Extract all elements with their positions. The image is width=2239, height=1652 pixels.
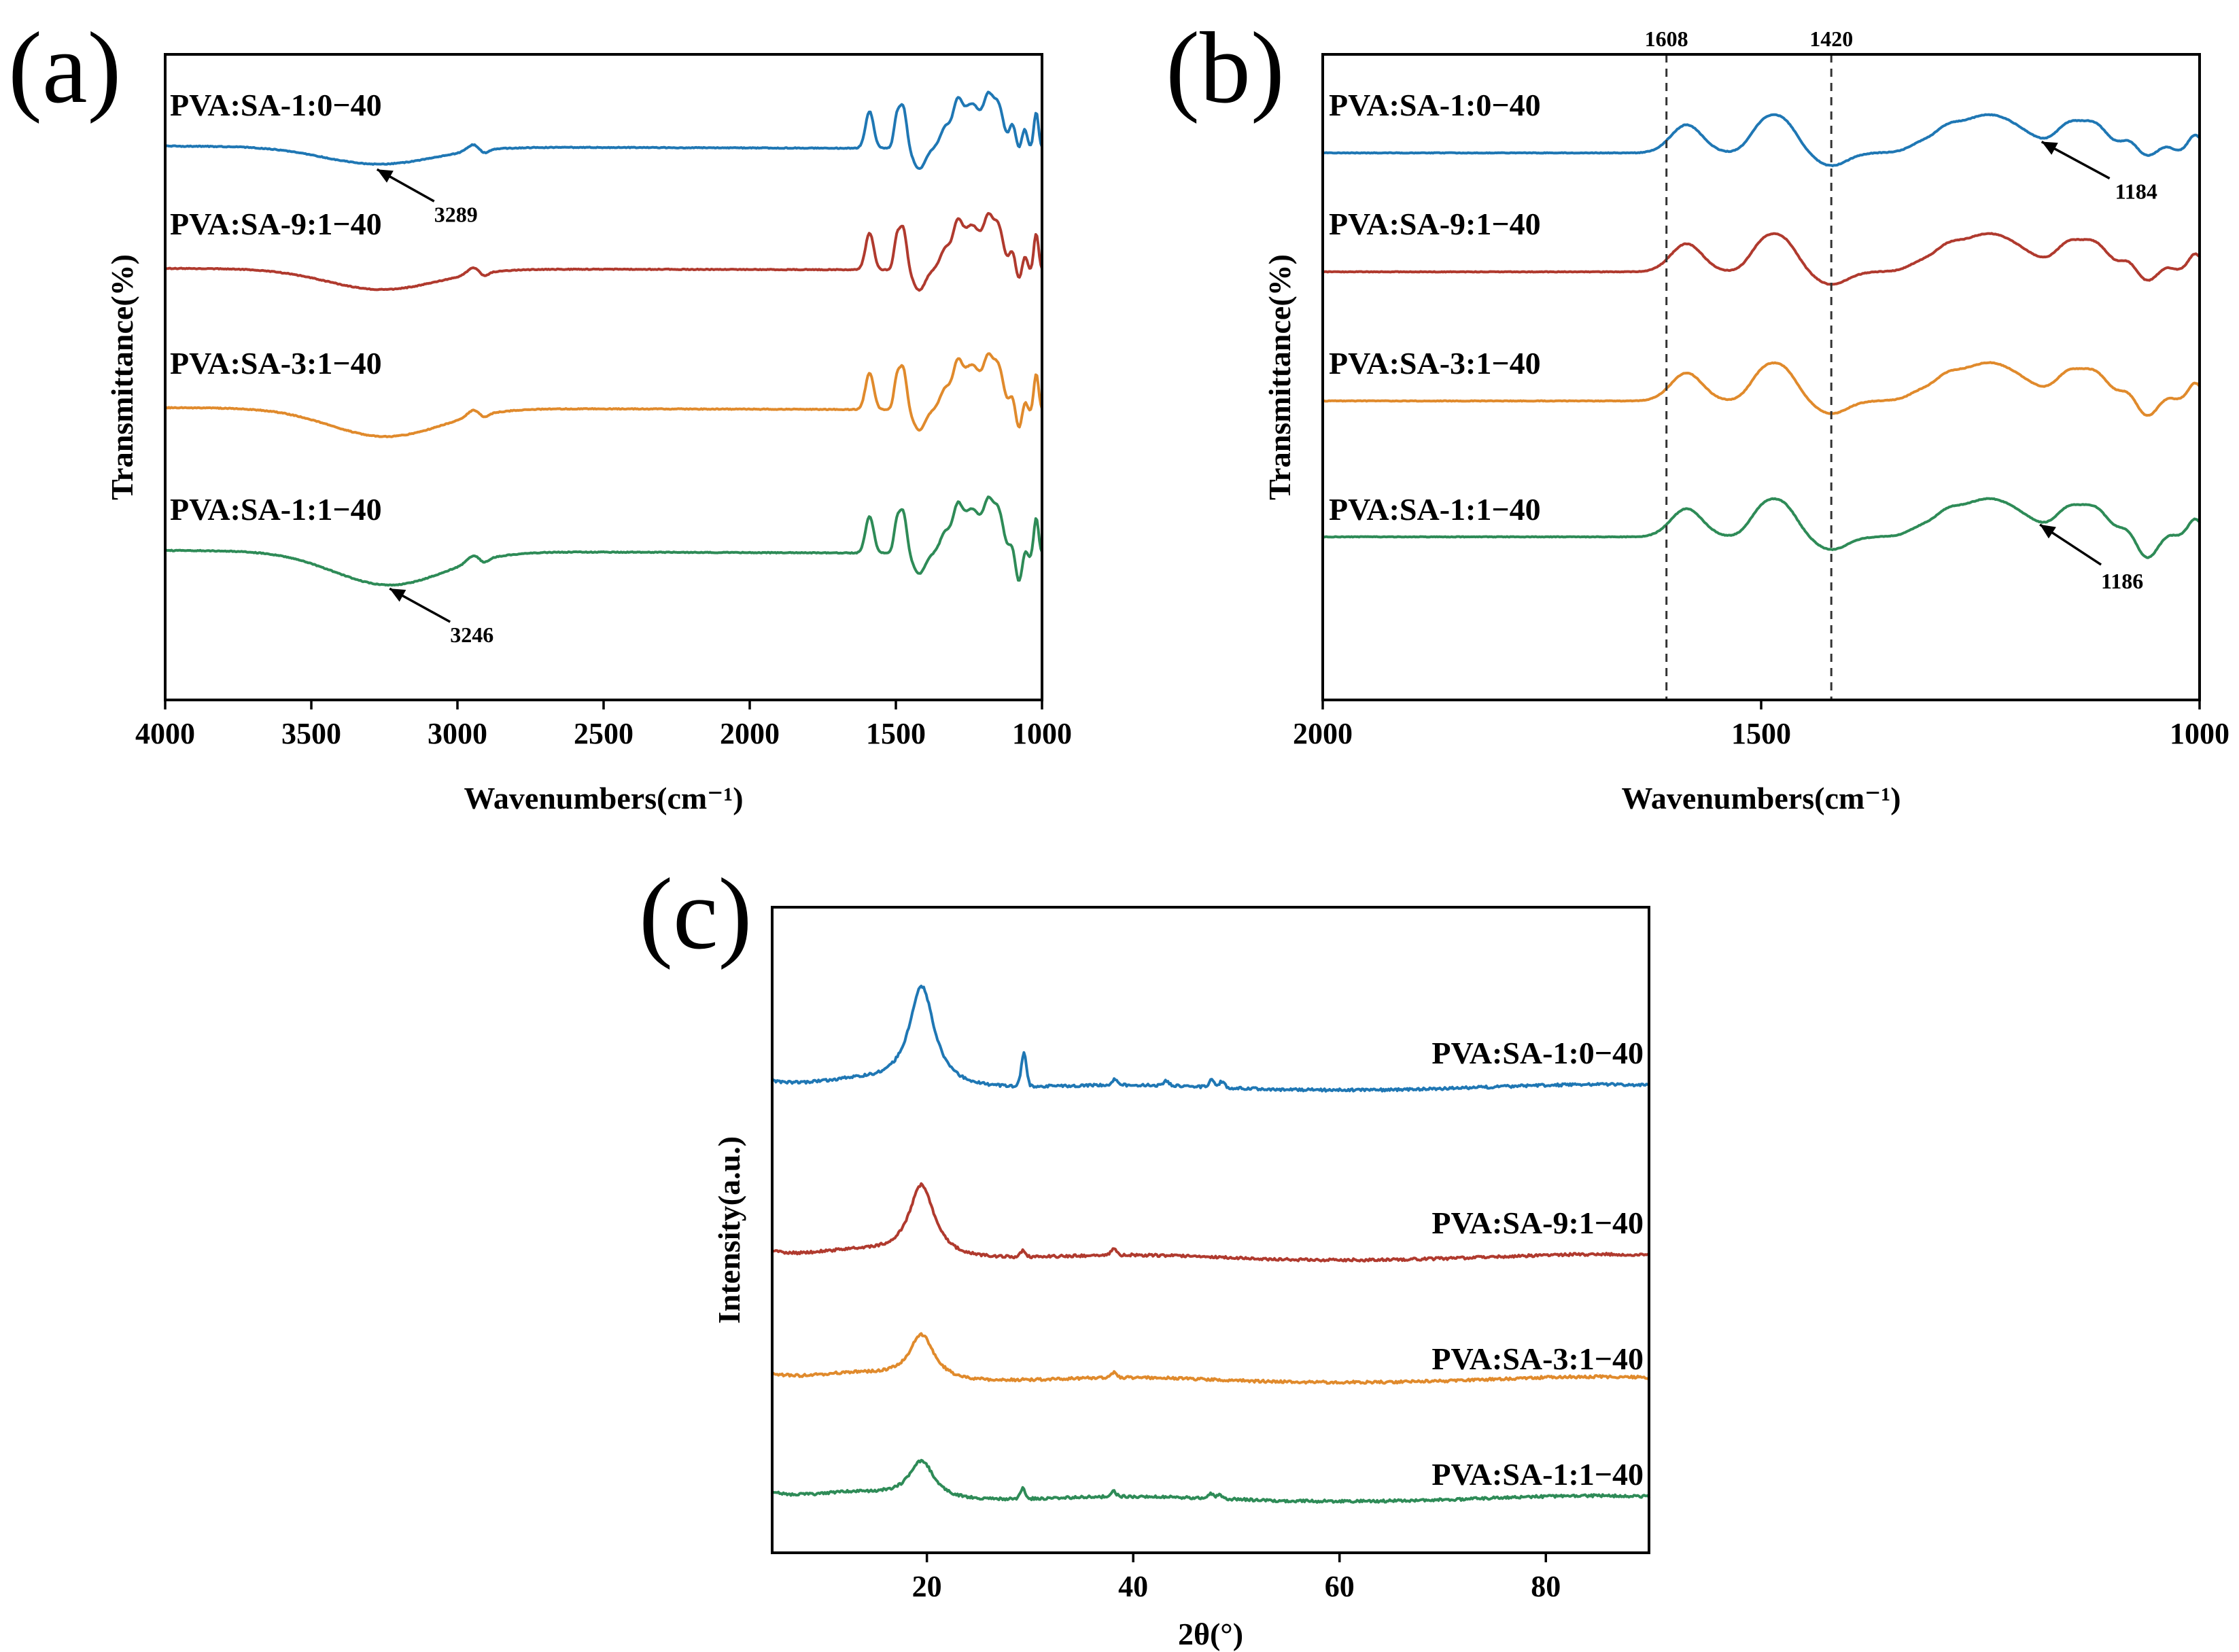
panel-c-series-line-pva-sa-1-1-40	[771, 1458, 1650, 1504]
panel-c-series-label-pva-sa-3-1-40: PVA:SA-3:1−40	[1431, 1341, 1644, 1376]
panel-c-x-tick-label: 80	[1531, 1570, 1561, 1603]
panel-b-x-tick-label: 1000	[2170, 717, 2229, 750]
panel-b-series-labels: PVA:SA-1:0−40 PVA:SA-9:1−40 PVA:SA-3:1−40 P…	[1329, 88, 1541, 527]
panel-a-annotation-arrowhead	[389, 588, 406, 602]
panel-a-x-tick-label: 1500	[866, 717, 926, 750]
panel-c-plot-frame	[771, 906, 1650, 1554]
panel-b-series-line-pva-sa-9-1-40	[1321, 232, 2201, 286]
panel-a-x-axis-title: Wavenumbers(cm⁻¹)	[464, 781, 743, 815]
panel-a-annotation-label: 3246	[450, 622, 493, 647]
panel-b-series-line-pva-sa-1-1-40	[1321, 497, 2201, 559]
panel-a-annotation-label: 3289	[434, 202, 478, 226]
panel-b-x-tick-label: 2000	[1293, 717, 1353, 750]
panel-c-x-axis-title: 2θ(°)	[1178, 1617, 1243, 1651]
panel-b-series-group	[1321, 113, 2201, 559]
panel-a-series-label-pva-sa-3-1-40: PVA:SA-3:1−40	[170, 346, 382, 381]
panel-a-chart: (a) PVA:SA-1:0−40 PVA:SA-9:1−40 PVA:SA-3:1…	[8, 12, 1072, 815]
panel-a-x-ticks: 4000 3500 3000 2500 2000 1500 1000	[135, 700, 1072, 750]
panel-b-annotation-label: 1186	[2101, 569, 2143, 593]
panel-a-x-tick-label: 3000	[428, 717, 487, 750]
panel-b-x-tick-label: 1500	[1731, 717, 1791, 750]
panel-b-reference-label: 1420	[1809, 27, 1853, 51]
panel-b-x-axis-title: Wavenumbers(cm⁻¹)	[1621, 781, 1900, 815]
panel-a-x-tick-label: 1000	[1012, 717, 1072, 750]
panel-c-x-tick-label: 40	[1118, 1570, 1148, 1603]
panel-a-series-label-pva-sa-9-1-40: PVA:SA-9:1−40	[170, 207, 382, 241]
panel-c-series-labels: PVA:SA-1:0−40 PVA:SA-9:1−40 PVA:SA-3:1−40 P…	[1431, 1036, 1644, 1492]
panel-a-x-tick-label: 4000	[135, 717, 195, 750]
panel-b-chart: (b) 1608 1420 PVA:SA-1:0−40PVA:SA-9:1−40P…	[1166, 12, 2229, 815]
panel-b-annotation-label: 1184	[2115, 179, 2157, 204]
panel-c-chart: (c) PVA:SA-1:0−40 PVA:SA-9:1−40 PVA:SA-3:1…	[639, 858, 1650, 1651]
panel-b-series-label-pva-sa-9-1-40: PVA:SA-9:1−40	[1329, 207, 1541, 241]
panel-a-series-line-pva-sa-9-1-40	[164, 212, 1043, 292]
panel-b-annotation-arrowhead	[2041, 141, 2058, 155]
panel-c-series-label-pva-sa-9-1-40: PVA:SA-9:1−40	[1431, 1206, 1644, 1240]
panel-c-series-group	[771, 985, 1650, 1504]
panel-c-series-line-pva-sa-9-1-40	[771, 1182, 1650, 1263]
panel-b-reference-label: 1608	[1645, 27, 1688, 51]
panel-b-reference-lines: 1608 1420	[1645, 27, 1853, 700]
panel-a-x-tick-label: 2000	[720, 717, 780, 750]
panel-a-series-line-pva-sa-1-1-40	[164, 495, 1043, 587]
panel-c-x-tick-label: 60	[1325, 1570, 1355, 1603]
panel-c-x-ticks: 20 40 60 80	[912, 1553, 1561, 1603]
panel-b-series-label-pva-sa-1-0-40: PVA:SA-1:0−40	[1329, 88, 1541, 122]
panel-c-y-axis-title: Intensity(a.u.)	[712, 1136, 746, 1324]
panel-a-annotations: 3289 3246	[376, 168, 493, 647]
panel-b-series-line-pva-sa-1-0-40	[1321, 113, 2201, 167]
panel-b-series-label-pva-sa-3-1-40: PVA:SA-3:1−40	[1329, 346, 1541, 381]
panel-a-series-group	[164, 90, 1043, 587]
panel-b-label: (b)	[1166, 12, 1285, 124]
panel-a-series-labels: PVA:SA-1:0−40 PVA:SA-9:1−40 PVA:SA-3:1−40 P…	[170, 88, 382, 527]
panel-b-series-line-pva-sa-3-1-40	[1321, 361, 2201, 417]
panel-b-annotation-arrowhead	[2040, 524, 2056, 539]
panel-c-series-line-pva-sa-3-1-40	[771, 1332, 1650, 1385]
panel-c-x-tick-label: 20	[912, 1570, 942, 1603]
panel-c-series-label-pva-sa-1-1-40: PVA:SA-1:1−40	[1431, 1457, 1644, 1492]
panel-a-x-tick-label: 2500	[574, 717, 633, 750]
panel-b-annotations: 1184 1186	[2039, 140, 2157, 593]
panel-c-series-label-pva-sa-1-0-40: PVA:SA-1:0−40	[1431, 1036, 1644, 1070]
panel-b-x-ticks: 2000 1500 1000	[1293, 700, 2229, 750]
panel-a-series-line-pva-sa-1-0-40	[164, 90, 1043, 170]
panel-a-annotation-arrowhead	[377, 169, 394, 183]
panel-a-series-line-pva-sa-3-1-40	[164, 352, 1043, 438]
panel-b-y-axis-title: Transmittance(%)	[1262, 254, 1297, 500]
panel-a-y-axis-title: Transmittance(%)	[105, 254, 139, 500]
panel-c-label: (c)	[639, 858, 752, 970]
panel-a-label: (a)	[8, 12, 121, 124]
panel-c-series-line-pva-sa-1-0-40	[771, 985, 1650, 1093]
panel-a-series-label-pva-sa-1-0-40: PVA:SA-1:0−40	[170, 88, 382, 122]
panel-a-series-label-pva-sa-1-1-40: PVA:SA-1:1−40	[170, 492, 382, 527]
panel-b-series-label-pva-sa-1-1-40: PVA:SA-1:1−40	[1329, 492, 1541, 527]
panel-a-x-tick-label: 3500	[281, 717, 341, 750]
